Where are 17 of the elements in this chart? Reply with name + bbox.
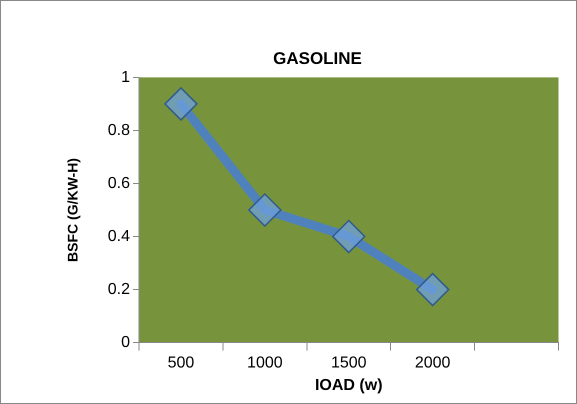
x-tick-label: 2000 [414, 354, 451, 372]
y-tick-label: 1 [121, 68, 130, 86]
x-axis-title: IOAD (w) [314, 376, 383, 394]
y-tick-label: 0.8 [108, 122, 130, 139]
y-tick-label: 0 [121, 334, 130, 352]
y-tick-label: 0.6 [108, 174, 130, 192]
y-tick-label: 0.4 [108, 228, 130, 245]
point [248, 193, 282, 227]
point [332, 220, 366, 254]
x-tick-label: 1000 [247, 354, 283, 372]
x-tick-label: 1500 [330, 354, 367, 372]
point [164, 87, 198, 121]
y-tick-label: 0.2 [108, 280, 130, 298]
y-axis-title: BSFC (G/KW-H) [64, 158, 80, 262]
chart-title: GASOLINE [273, 48, 362, 68]
point [416, 272, 450, 306]
x-tick-label: 500 [168, 354, 194, 372]
